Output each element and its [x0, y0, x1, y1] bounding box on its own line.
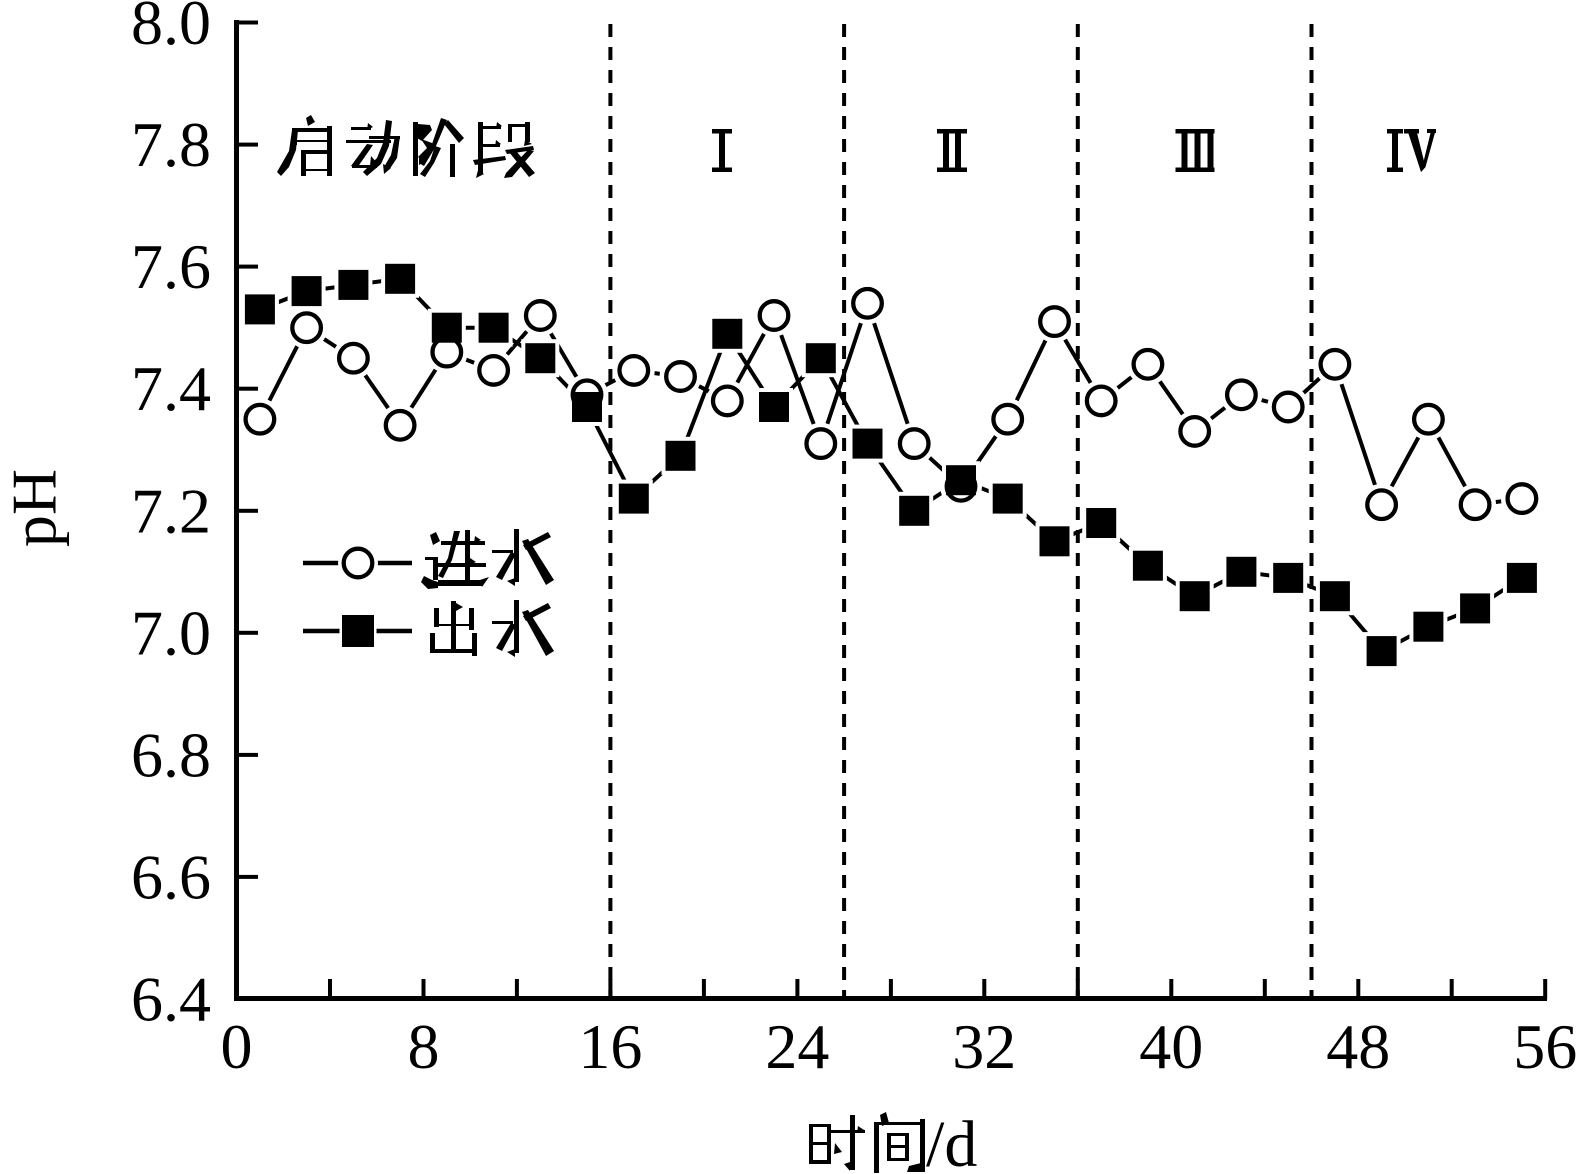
svg-text:0: 0	[221, 1011, 253, 1082]
svg-text:24: 24	[765, 1011, 829, 1082]
svg-text:7.0: 7.0	[131, 597, 211, 668]
svg-text:16: 16	[578, 1011, 642, 1082]
svg-text:7.2: 7.2	[131, 475, 211, 546]
svg-text:6.6: 6.6	[131, 841, 211, 912]
svg-text:pH: pH	[0, 469, 70, 547]
svg-text:/d: /d	[926, 1108, 977, 1174]
svg-text:6.8: 6.8	[131, 719, 211, 790]
svg-text:6.4: 6.4	[131, 964, 211, 1035]
svg-text:8: 8	[408, 1011, 440, 1082]
svg-text:48: 48	[1326, 1011, 1390, 1082]
svg-text:7.4: 7.4	[131, 353, 211, 424]
svg-text:40: 40	[1139, 1011, 1203, 1082]
svg-text:32: 32	[952, 1011, 1016, 1082]
svg-text:7.6: 7.6	[131, 231, 211, 302]
svg-text:7.8: 7.8	[131, 109, 211, 180]
svg-text:56: 56	[1513, 1011, 1577, 1082]
svg-text:8.0: 8.0	[131, 0, 211, 58]
